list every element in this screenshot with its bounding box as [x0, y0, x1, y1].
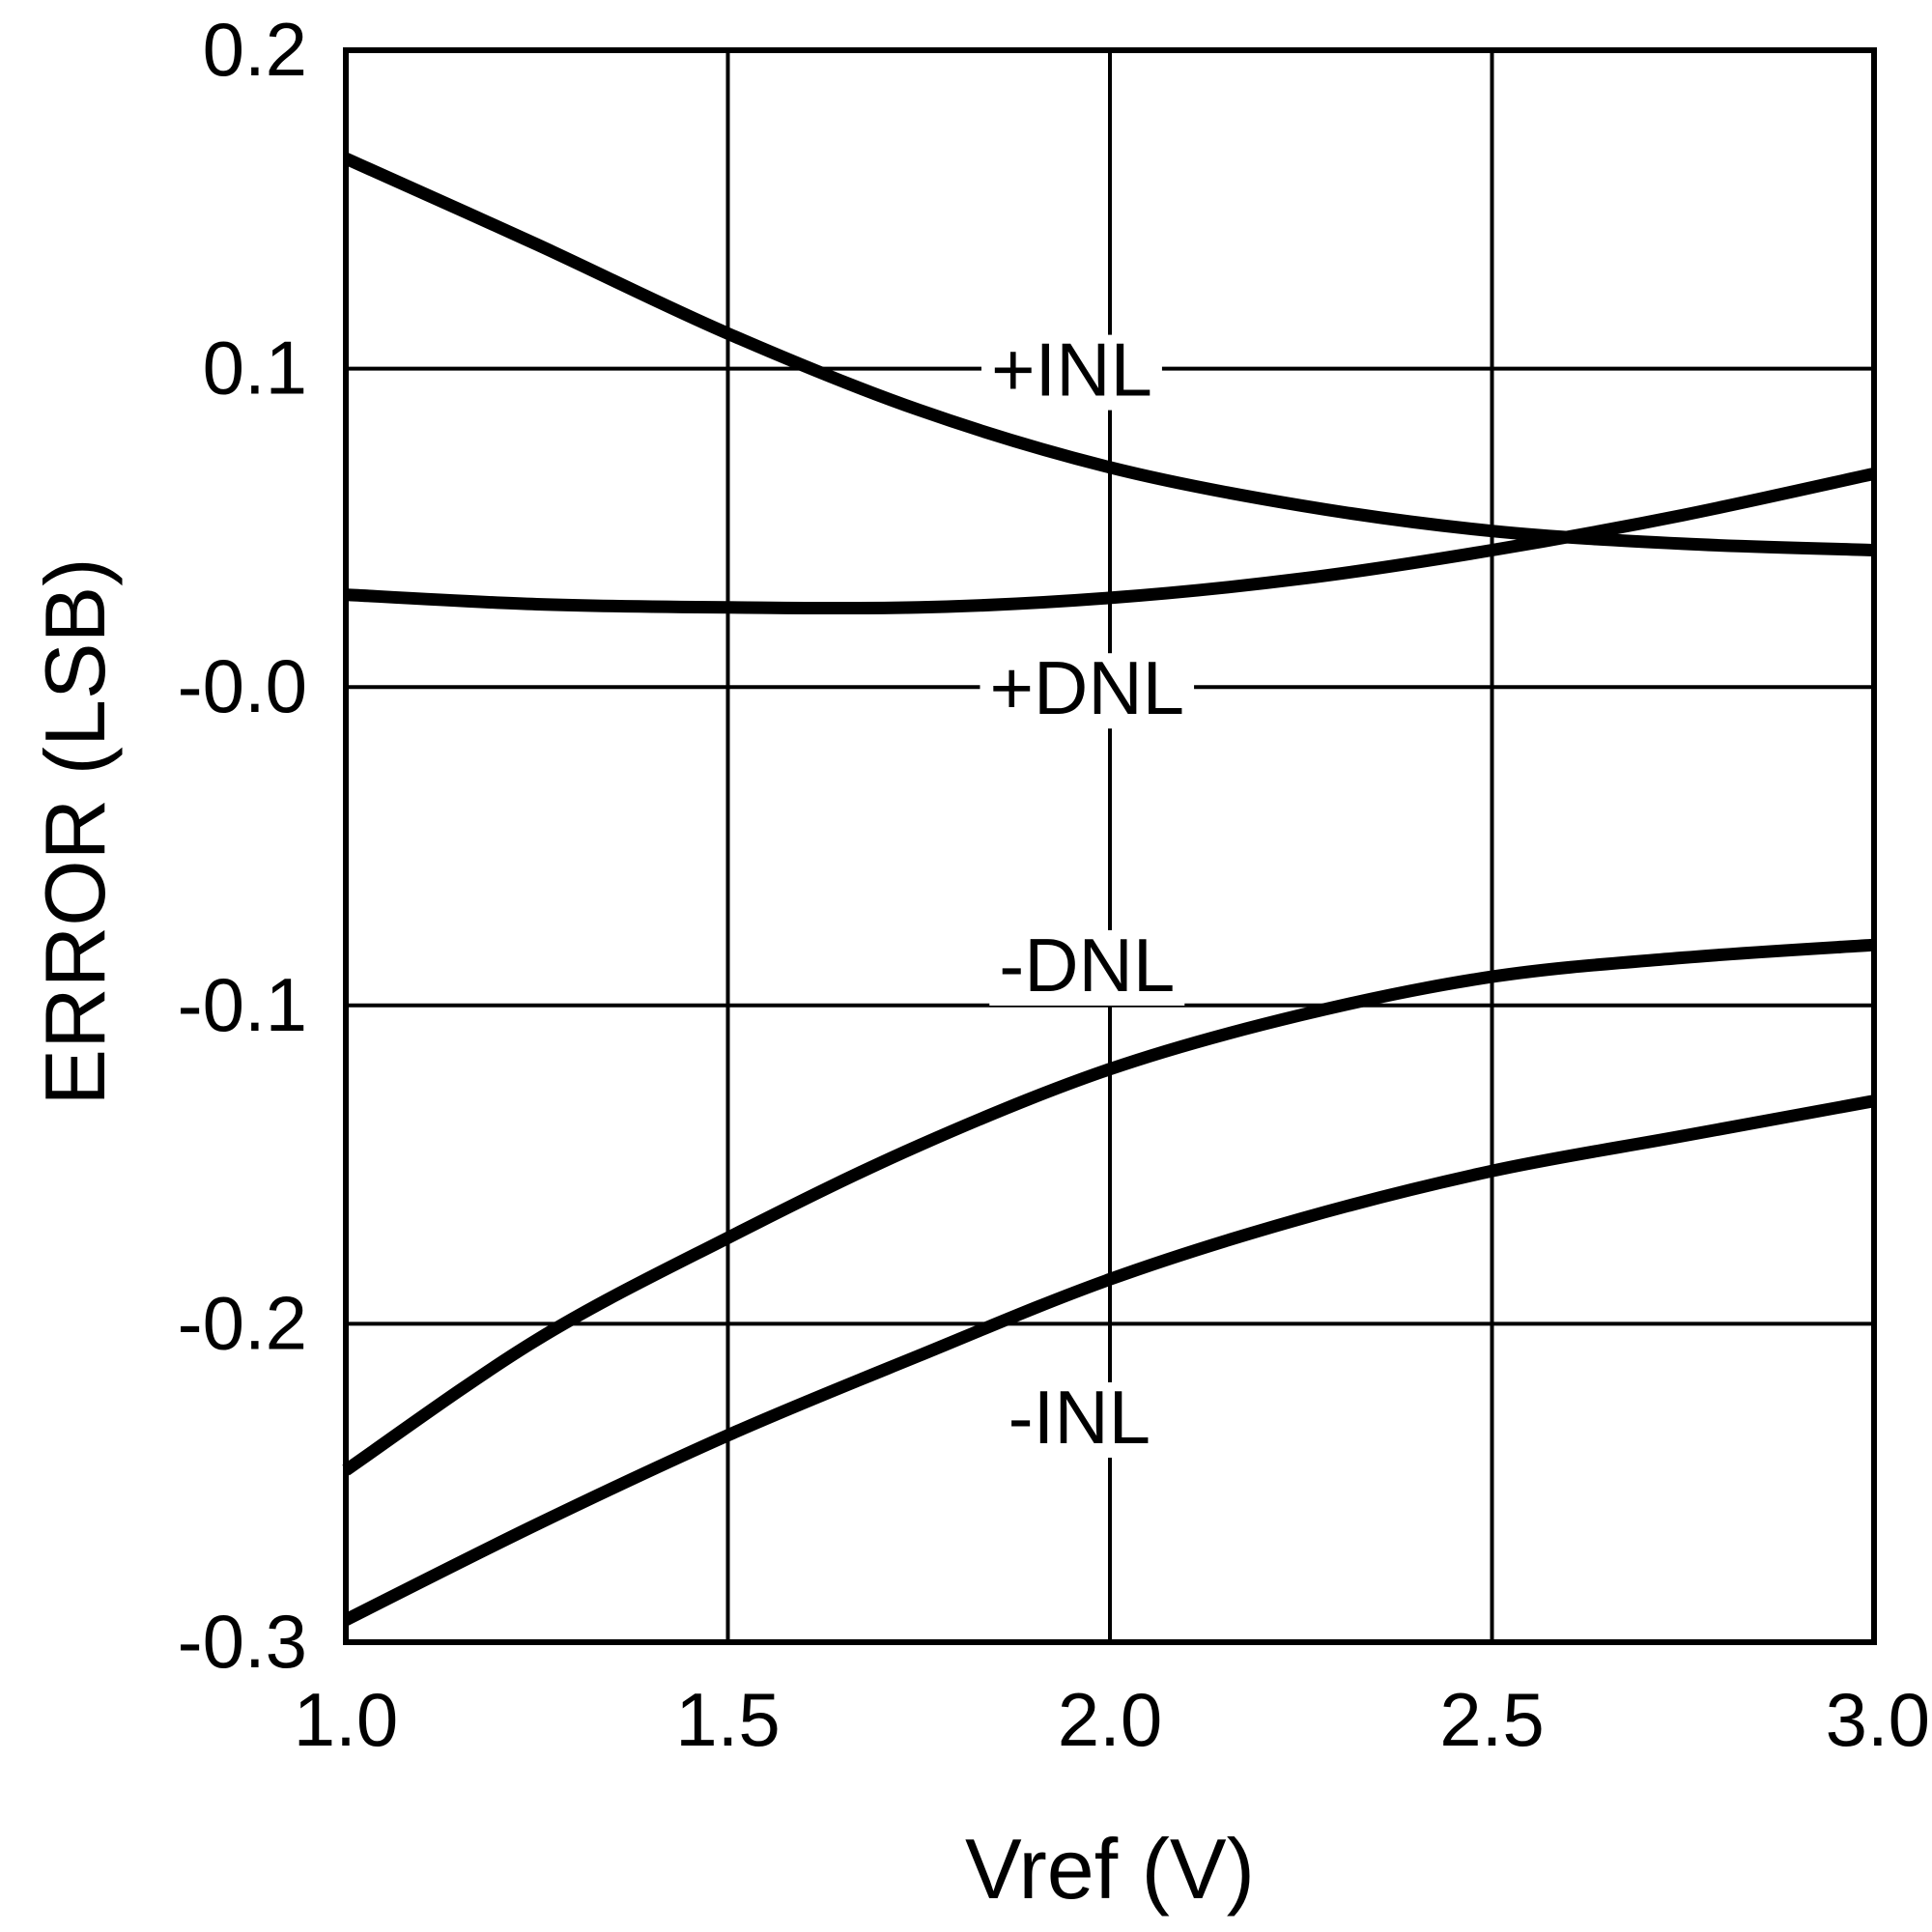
- series-lines: [342, 153, 1876, 1626]
- series-labels: +INL +DNL -DNL -INL: [980, 327, 1195, 1460]
- y-tick-label: 0.1: [203, 326, 307, 411]
- series-line-minus-dnl: [342, 938, 1875, 1476]
- x-tick-label: 1.0: [294, 1677, 398, 1762]
- series-label-bg-minus-inl: [998, 1381, 1161, 1458]
- y-tick-label: -0.3: [178, 1599, 307, 1684]
- series-line-minus-inl: [343, 1094, 1876, 1626]
- tick-labels: 1.0 1.5 2.0 2.5 3.0 0.2 0.1 -0.0 -0.1 -0.2 -0.3: [178, 7, 1930, 1762]
- x-tick-label: 3.0: [1826, 1677, 1930, 1762]
- y-axis-title: ERROR (LSB): [27, 557, 123, 1105]
- y-tick-label: -0.1: [178, 962, 307, 1047]
- series-label-plusminus-inl: +INL: [991, 327, 1152, 412]
- series-label-bg-plusminus-inl: [980, 334, 1162, 411]
- series-label-bg-plusminus-dnl: [980, 653, 1195, 729]
- x-tick-label: 2.5: [1439, 1677, 1544, 1762]
- x-axis-title: Vref (V): [965, 1821, 1255, 1917]
- x-tick-label: 2.0: [1058, 1677, 1162, 1762]
- series-line-plusminus-dnl: [345, 468, 1876, 615]
- series-label-minus-inl: -INL: [1009, 1375, 1151, 1460]
- plot-frame: [343, 47, 1877, 1645]
- y-tick-label: -0.0: [178, 643, 307, 728]
- y-tick-label: -0.2: [178, 1280, 307, 1365]
- series-label-plusminus-dnl: +DNL: [989, 645, 1184, 730]
- series-line-plusminus-inl: [343, 153, 1875, 556]
- series-label-minus-dnl: -DNL: [999, 923, 1175, 1008]
- y-tick-label: 0.2: [203, 7, 307, 92]
- series-label-bg-minus-dnl: [989, 929, 1185, 1006]
- x-tick-label: 1.5: [675, 1677, 780, 1762]
